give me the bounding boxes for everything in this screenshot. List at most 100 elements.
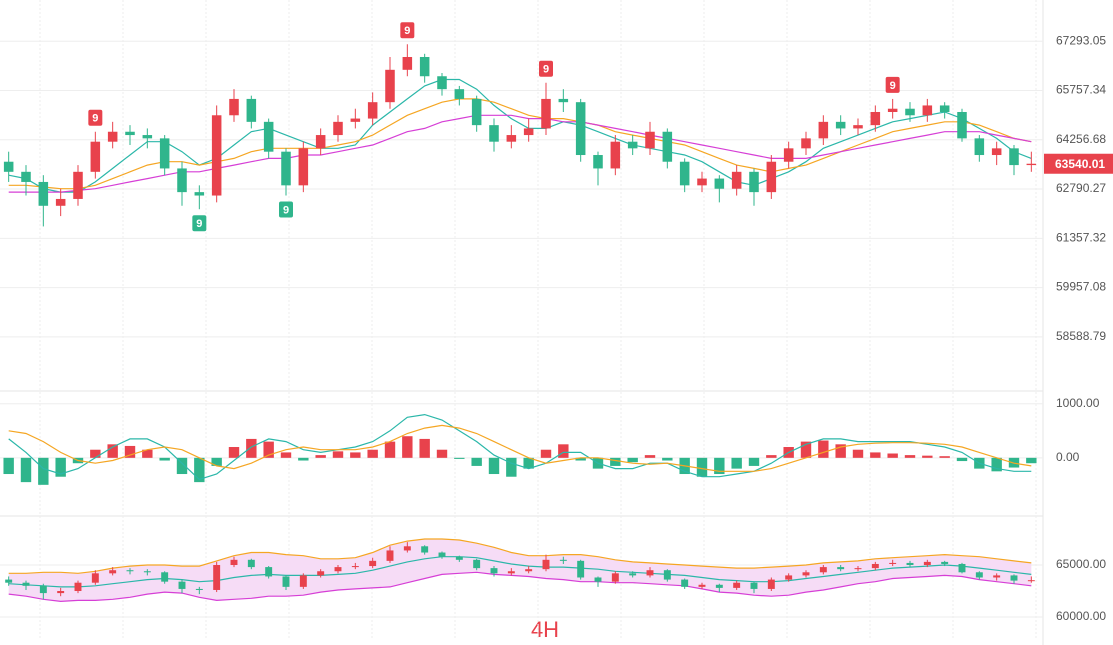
candle-body [177, 168, 187, 193]
histogram-bar [922, 455, 933, 458]
candle-body [629, 573, 637, 576]
candle-body [889, 562, 897, 564]
y-tick-label: 67293.05 [1056, 33, 1106, 47]
candle-body [679, 161, 690, 186]
candle-body [733, 582, 741, 588]
candle-body [437, 76, 447, 90]
histogram-bar [939, 456, 950, 458]
candle-body [785, 575, 793, 580]
candle-body [247, 559, 255, 568]
candle-body [454, 89, 465, 99]
candle-body [21, 171, 31, 182]
candle-body [611, 573, 619, 582]
candle-body [993, 575, 1001, 578]
candle-body [819, 567, 827, 573]
candle-body [922, 105, 933, 116]
candle-body [419, 56, 430, 77]
candle-body [975, 572, 983, 578]
candle-body [315, 135, 326, 149]
candle-body [905, 108, 915, 116]
histogram-bar [696, 457, 708, 477]
candle-body [39, 585, 47, 594]
histogram-bar [419, 438, 430, 458]
histogram-bar [142, 449, 153, 458]
histogram-bar [350, 452, 361, 458]
candle-body [767, 579, 775, 589]
candle-body [558, 98, 569, 103]
candle-body [38, 181, 49, 206]
candle-body [367, 102, 378, 119]
candle-body [835, 121, 846, 129]
candle-body [663, 570, 671, 580]
candle-body [662, 131, 673, 162]
y-tick-label: 60000.00 [1056, 609, 1106, 623]
td-marker-label: 9 [543, 64, 549, 76]
histogram-bar [194, 457, 205, 483]
candle-body [211, 115, 222, 196]
candle-body [783, 148, 794, 162]
last-price-badge [1044, 153, 1113, 174]
candle-body [523, 128, 534, 136]
histogram-bar [332, 451, 344, 458]
candle-body [802, 572, 810, 576]
histogram-bar [731, 457, 742, 469]
histogram-bar [298, 457, 309, 461]
candle-body [230, 559, 238, 566]
candle-body [178, 581, 186, 589]
td-marker-label: 9 [92, 113, 98, 125]
candle-body [74, 582, 82, 592]
candle-body [681, 579, 689, 587]
candle-body [107, 131, 118, 142]
candle-body [350, 118, 361, 122]
candle-body [265, 567, 273, 577]
histogram-bar [610, 457, 621, 466]
candle-body [853, 125, 863, 129]
candle-body [870, 111, 881, 126]
histogram-bar [367, 449, 378, 458]
histogram-bar [384, 441, 396, 458]
candle-body [161, 572, 169, 582]
histogram-bar [211, 457, 222, 466]
td-marker [400, 22, 415, 39]
candle-body [90, 141, 101, 172]
y-tick-label: 0.00 [1056, 450, 1080, 464]
histogram-bar [38, 457, 49, 485]
candle-body [402, 56, 413, 70]
y-tick-label: 1000.00 [1056, 396, 1100, 410]
candle-body [958, 563, 966, 573]
histogram-bar [575, 457, 586, 461]
candle-body [55, 198, 66, 206]
histogram-bar [904, 455, 916, 458]
histogram-bar [315, 455, 326, 458]
histogram-bar [644, 455, 656, 458]
histogram-bar [263, 441, 274, 458]
candle-body [749, 171, 759, 193]
histogram-bar [176, 457, 188, 475]
candle-body [143, 571, 151, 573]
candle-body [1009, 148, 1019, 166]
candle-body [125, 131, 135, 136]
candle-body [195, 588, 203, 590]
histogram-bar [627, 457, 638, 463]
candle-body [282, 576, 290, 587]
td-marker [279, 201, 293, 218]
candle-body [385, 69, 395, 103]
candle-body [298, 148, 309, 186]
line-series [8, 571, 1032, 603]
histogram-bar [991, 457, 1002, 472]
histogram-bar [246, 438, 257, 458]
td-marker-label: 9 [404, 25, 410, 37]
candle-body [939, 105, 950, 112]
candle-body [317, 571, 325, 576]
candle-body [473, 559, 481, 569]
candle-body [386, 550, 394, 561]
line-series [8, 538, 1032, 574]
candle-body [194, 192, 205, 196]
histogram-bar [506, 457, 517, 477]
histogram-bar [748, 457, 760, 466]
histogram-bar [20, 457, 32, 483]
y-tick-label: 65000.00 [1056, 557, 1106, 571]
candle-body [334, 567, 342, 572]
td-marker [539, 60, 553, 77]
